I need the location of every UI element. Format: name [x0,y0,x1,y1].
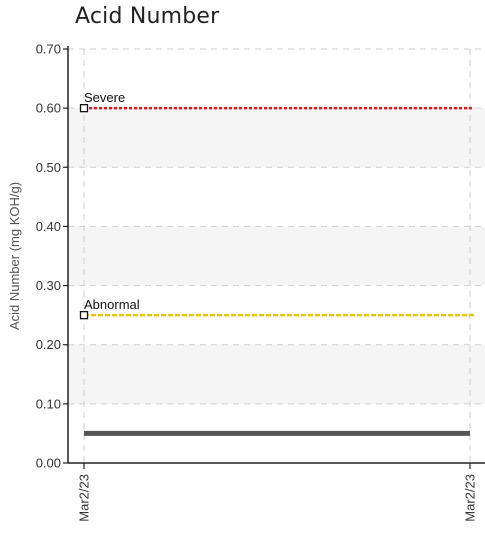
y-tick-label: 0.40 [36,219,61,234]
y-axis-label: Acid Number (mg KOH/g) [7,182,22,330]
y-tick-label: 0.10 [36,396,61,411]
chart-title: Acid Number [75,4,220,29]
plot-band [68,108,485,168]
y-tick-label: 0.00 [36,456,61,471]
threshold-marker [79,310,89,320]
plot-band [68,226,485,286]
y-tick-label: 0.20 [36,337,61,352]
y-tick-label: 0.70 [36,42,61,57]
x-tick-label: Mar2/23 [463,474,478,522]
threshold-marker [79,103,89,113]
threshold-label: Severe [84,90,125,105]
y-tick-label: 0.60 [36,101,61,116]
y-tick-label: 0.30 [36,278,61,293]
plot-band [68,344,485,404]
y-tick-label: 0.50 [36,160,61,175]
x-tick-label: Mar2/23 [77,474,92,522]
threshold-label: Abnormal [84,297,140,312]
